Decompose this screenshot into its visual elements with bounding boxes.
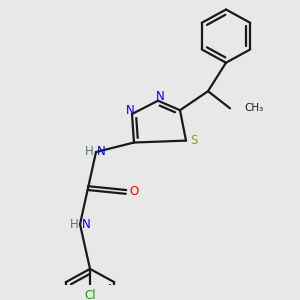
Text: H: H	[85, 145, 93, 158]
Text: Cl: Cl	[84, 289, 96, 300]
Text: H: H	[70, 218, 78, 231]
Text: N: N	[97, 145, 105, 158]
Text: O: O	[129, 185, 139, 198]
Text: N: N	[82, 218, 90, 231]
Text: N: N	[156, 90, 164, 104]
Text: S: S	[190, 134, 198, 147]
Text: N: N	[126, 104, 134, 117]
Text: CH₃: CH₃	[244, 103, 263, 113]
